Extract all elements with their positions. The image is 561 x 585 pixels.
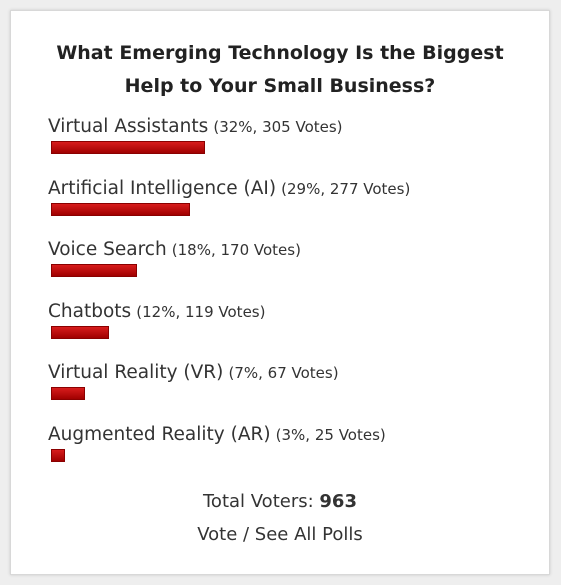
value-label: (29%, 277 Votes) [281,179,411,198]
bar [51,448,66,462]
value-label: (32%, 305 Votes) [213,118,343,136]
value-label: (12%, 119 Votes) [136,302,266,321]
poll-row: Virtual Assistants (32%, 305 Votes) [48,116,528,178]
bar [51,325,109,339]
bar [51,141,205,154]
bar [51,202,191,216]
bar [51,264,138,277]
answer-label: Virtual Assistants [48,116,209,137]
total-label: Total Voters: [203,491,314,512]
poll-card: What Emerging Technology Is the Biggest … [10,10,550,575]
answer-label: Artificial Intelligence (AI) [48,177,277,199]
answer-label: Augmented Reality (AR) [48,423,271,445]
answer-label: Chatbots [48,300,132,322]
poll-footer: Total Voters: 963 Vote / See All Polls [11,485,549,551]
label-line: Augmented Reality (AR) (3%, 25 Votes) [48,424,528,445]
label-line: Artificial Intelligence (AI) (29%, 277 V… [48,178,528,199]
bar [51,387,85,400]
label-line: Virtual Reality (VR) (7%, 67 Votes) [48,362,528,383]
answer-label: Voice Search [48,239,167,260]
label-line: Voice Search (18%, 170 Votes) [48,239,528,260]
poll-title: What Emerging Technology Is the Biggest … [56,42,504,97]
poll-row: Virtual Reality (VR) (7%, 67 Votes) [48,362,528,424]
total-line: Total Voters: 963 [11,485,549,518]
poll-row: Augmented Reality (AR) (3%, 25 Votes) [48,424,528,486]
answer-label: Virtual Reality (VR) [48,362,224,383]
label-line: Chatbots (12%, 119 Votes) [48,301,528,322]
value-label: (18%, 170 Votes) [171,241,301,259]
value-label: (3%, 25 Votes) [275,425,386,444]
polls-link[interactable]: Vote / See All Polls [197,524,363,545]
poll-row: Chatbots (12%, 119 Votes) [48,301,528,363]
poll-row: Voice Search (18%, 170 Votes) [48,239,528,301]
value-label: (7%, 67 Votes) [228,364,339,382]
label-line: Virtual Assistants (32%, 305 Votes) [48,116,528,137]
total-value: 963 [319,491,357,512]
poll-rows: Virtual Assistants (32%, 305 Votes) Artif… [48,116,528,485]
poll-row: Artificial Intelligence (AI) (29%, 277 V… [48,178,528,240]
